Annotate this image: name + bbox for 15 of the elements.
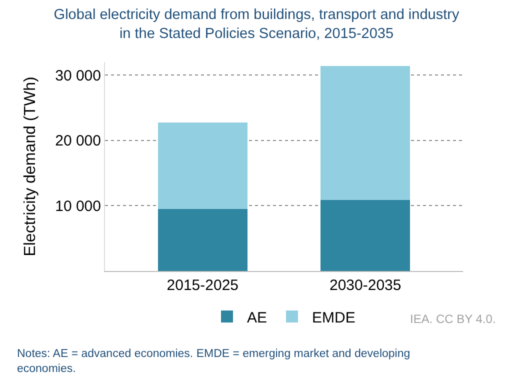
text: Notes: AE = advanced economies. EMDE = emerging market and developing economies.	[17, 348, 410, 375]
text: IEA. CC BY 4.0.	[410, 312, 496, 326]
y-axis-title: Electricity demand (TWh)	[22, 76, 40, 256]
y-tick-label: 30 000	[55, 67, 101, 84]
legend-label: EMDE	[312, 309, 356, 326]
x-tick-label: 2015-2025	[166, 277, 239, 294]
bar	[158, 208, 248, 271]
x-tick-label: 2030-2035	[329, 277, 402, 294]
bar	[158, 122, 248, 209]
bar	[320, 66, 410, 200]
y-tick-label: 20 000	[55, 132, 101, 150]
legend-label: AE	[247, 309, 268, 326]
bar	[320, 200, 410, 271]
y-tick-label: 10 000	[55, 198, 101, 215]
chart-title: Global electricity demand from buildings, transport and industry in the Stated Policies Scenario, 2015-2035	[54, 6, 460, 42]
